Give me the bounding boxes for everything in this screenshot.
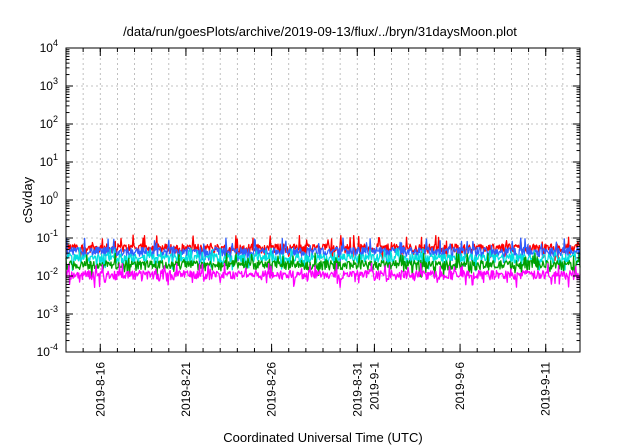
y-tick-label: 100 bbox=[40, 190, 58, 207]
y-tick-exponent: 4 bbox=[53, 38, 58, 48]
y-tick-exponent: 1 bbox=[53, 152, 58, 162]
y-tick-exponent: -1 bbox=[50, 228, 58, 238]
y-tick-label: 102 bbox=[40, 114, 58, 131]
series-line bbox=[66, 262, 581, 289]
series-layer bbox=[65, 234, 581, 289]
y-tick-exponent: 3 bbox=[53, 76, 58, 86]
y-tick-exponent: 2 bbox=[53, 114, 58, 124]
y-tick-label: 103 bbox=[40, 76, 58, 93]
series-line bbox=[65, 247, 581, 272]
x-tick-label: 2019-9-1 bbox=[367, 362, 381, 410]
y-tick-label: 10-2 bbox=[37, 266, 58, 283]
y-axis-label: cSv/day bbox=[20, 176, 35, 223]
y-tick-exponent: -4 bbox=[50, 342, 58, 352]
y-tick-exponent: -3 bbox=[50, 304, 58, 314]
x-axis-label: Coordinated Universal Time (UTC) bbox=[223, 430, 422, 445]
x-tick-label: 2019-8-16 bbox=[93, 362, 107, 417]
y-tick-label: 104 bbox=[40, 38, 58, 55]
x-tick-label: 2019-8-21 bbox=[179, 362, 193, 417]
chart-title: /data/run/goesPlots/archive/2019-09-13/f… bbox=[123, 24, 517, 39]
y-tick-label: 10-1 bbox=[37, 228, 58, 245]
x-tick-label: 2019-8-26 bbox=[265, 362, 279, 417]
x-tick-label: 2019-9-6 bbox=[453, 362, 467, 410]
x-tick-label: 2019-9-11 bbox=[539, 362, 553, 416]
y-tick-exponent: 0 bbox=[53, 190, 58, 200]
y-tick-label: 10-3 bbox=[37, 304, 58, 321]
y-tick-label: 10-4 bbox=[37, 342, 58, 359]
x-axis: 2019-8-16 2019-8-21 2019-8-26 2019-8-31 2019… bbox=[82, 48, 564, 417]
y-tick-label: 101 bbox=[40, 152, 58, 169]
x-tick-label: 2019-8-31 bbox=[350, 362, 364, 417]
series-line bbox=[65, 252, 581, 279]
y-tick-exponent: -2 bbox=[50, 266, 58, 276]
grid bbox=[66, 48, 580, 352]
